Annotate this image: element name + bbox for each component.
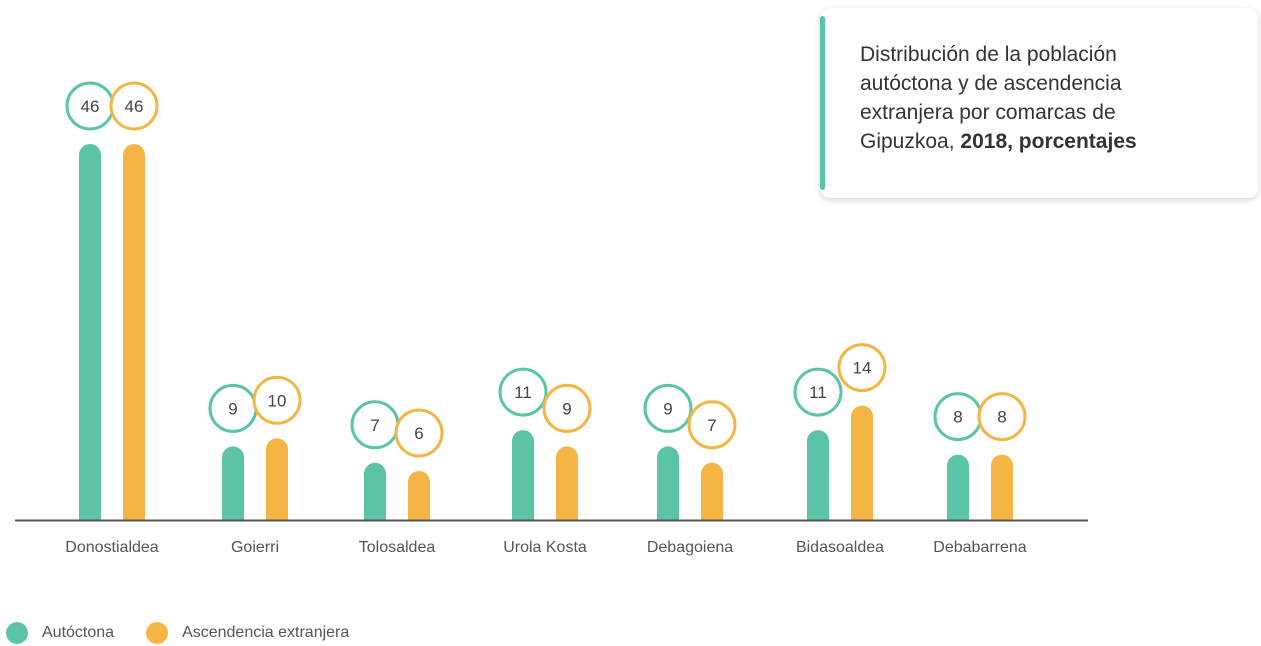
legend: Autóctona Ascendencia extranjera (6, 621, 381, 645)
chart-title: Distribución de la población autóctona y… (860, 40, 1190, 156)
bar-extranjera-0 (123, 144, 145, 520)
value-label-autoctona-0: 46 (81, 97, 100, 116)
legend-swatch-extranjera (146, 622, 169, 644)
value-label-extranjera-1: 10 (268, 391, 287, 410)
category-label-1: Goierri (231, 539, 279, 556)
category-label-4: Debagoiena (647, 539, 733, 556)
bar-extranjera-2 (408, 470, 430, 520)
value-label-autoctona-4: 9 (663, 399, 672, 418)
legend-swatch-autoctona (6, 622, 28, 644)
value-label-autoctona-6: 8 (953, 408, 962, 427)
legend-label-extranjera: Ascendencia extranjera (182, 624, 350, 641)
category-label-2: Tolosaldea (359, 539, 436, 556)
value-label-extranjera-0: 46 (125, 97, 144, 116)
value-badge-extranjera-0 (109, 81, 159, 131)
value-badge-extranjera-2 (394, 408, 444, 458)
bar-autoctona-5 (807, 430, 830, 520)
legend-item-extranjera: Ascendencia extranjera (146, 622, 349, 644)
value-label-autoctona-1: 9 (228, 399, 237, 418)
value-badge-extranjera-1 (252, 375, 302, 425)
value-label-autoctona-3: 11 (514, 383, 532, 402)
chart-title-main: Distribución de la población autóctona y… (860, 43, 1122, 153)
labels-layer: 46 46 Donostialdea 9 10 Goierri 7 6 Tolosaldea 11… (65, 81, 1027, 556)
legend-label-autoctona: Autóctona (42, 624, 115, 641)
value-label-autoctona-5: 11 (809, 383, 827, 402)
bar-autoctona-4 (657, 446, 679, 520)
bar-autoctona-2 (364, 462, 386, 520)
value-label-autoctona-2: 7 (370, 416, 379, 435)
value-label-extranjera-2: 6 (414, 424, 423, 443)
legend-item-autoctona: Autóctona (6, 622, 114, 644)
value-label-extranjera-3: 9 (562, 399, 571, 418)
value-badge-extranjera-4 (687, 400, 737, 450)
bar-extranjera-3 (556, 446, 578, 520)
value-badge-extranjera-5 (837, 343, 887, 393)
category-label-0: Donostialdea (65, 539, 159, 556)
bar-autoctona-6 (947, 454, 969, 520)
value-label-extranjera-6: 8 (997, 408, 1006, 427)
bar-autoctona-3 (512, 430, 534, 520)
value-badge-extranjera-6 (977, 392, 1027, 442)
value-label-extranjera-5: 14 (853, 359, 872, 378)
chart-title-card: Distribución de la población autóctona y… (820, 8, 1258, 198)
category-label-6: Debabarrena (933, 539, 1027, 556)
value-badge-autoctona-4 (643, 383, 693, 433)
value-badge-extranjera-3 (542, 383, 592, 433)
bar-autoctona-0 (79, 144, 101, 520)
value-label-extranjera-4: 7 (707, 416, 716, 435)
bar-extranjera-5 (851, 405, 873, 520)
bars-layer (79, 144, 1013, 520)
value-badge-autoctona-3 (498, 367, 548, 417)
bar-extranjera-6 (991, 454, 1013, 520)
bar-extranjera-1 (266, 438, 288, 520)
value-badge-autoctona-5 (793, 367, 843, 417)
bar-autoctona-1 (222, 446, 244, 520)
title-accent-bar (820, 16, 825, 190)
category-label-3: Urola Kosta (503, 539, 587, 556)
bar-extranjera-4 (701, 462, 723, 520)
category-label-5: Bidasoaldea (796, 539, 884, 556)
chart-title-bold: 2018, porcentajes (960, 130, 1137, 153)
